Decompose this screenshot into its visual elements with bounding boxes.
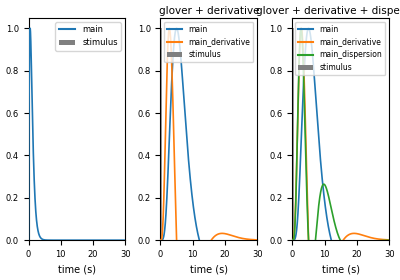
main_derivative <box>169 57 174 61</box>
X-axis label: time (s): time (s) <box>322 264 360 274</box>
main <box>253 239 258 242</box>
Bar <box>292 28 294 240</box>
Line: main_derivative: main_derivative <box>160 28 257 280</box>
main <box>374 240 379 243</box>
main_derivative <box>307 261 312 264</box>
main_derivative <box>301 57 306 61</box>
main_dispersion <box>387 239 392 242</box>
main <box>175 27 180 31</box>
main_dispersion <box>290 239 295 242</box>
Title: glover + derivative: glover + derivative <box>158 6 259 16</box>
main_derivative <box>242 237 247 241</box>
Line: main_derivative: main_derivative <box>292 28 389 280</box>
main_derivative <box>331 261 336 264</box>
Title: glover + derivative + dispersion: glover + derivative + dispersion <box>256 6 400 16</box>
main <box>242 240 247 243</box>
main_dispersion <box>309 267 314 271</box>
main <box>174 27 179 30</box>
main_derivative <box>385 238 390 242</box>
main_derivative <box>195 278 200 280</box>
main <box>387 239 392 242</box>
Bar <box>160 28 162 240</box>
main <box>327 231 332 234</box>
main_dispersion <box>327 199 332 202</box>
main <box>158 239 163 242</box>
main <box>195 231 200 234</box>
main <box>169 84 174 88</box>
main_derivative <box>299 27 304 30</box>
main_derivative <box>255 238 260 242</box>
Line: main: main <box>292 28 389 259</box>
main_dispersion <box>331 218 336 221</box>
main <box>255 239 260 242</box>
main <box>341 257 346 261</box>
main_derivative <box>253 238 258 242</box>
main <box>209 257 214 261</box>
main_derivative <box>167 27 172 30</box>
main_dispersion <box>301 72 306 75</box>
main <box>307 27 312 31</box>
main <box>385 239 390 242</box>
X-axis label: time (s): time (s) <box>190 264 228 274</box>
main_derivative <box>387 238 392 242</box>
main_derivative <box>327 278 332 280</box>
Legend: main, stimulus: main, stimulus <box>56 22 121 51</box>
main_derivative <box>158 239 163 242</box>
X-axis label: time (s): time (s) <box>58 264 96 274</box>
main_dispersion <box>307 251 312 254</box>
main_derivative <box>290 239 295 242</box>
main_derivative <box>200 261 204 264</box>
main <box>331 246 336 250</box>
main <box>199 246 204 250</box>
Line: main_dispersion: main_dispersion <box>292 28 389 269</box>
Line: main: main <box>160 28 257 259</box>
main_dispersion <box>374 239 379 243</box>
main_dispersion <box>299 27 304 30</box>
main_derivative <box>175 261 180 264</box>
Bar <box>28 28 30 240</box>
main <box>290 239 295 242</box>
main_derivative <box>374 237 379 241</box>
main_dispersion <box>385 239 390 242</box>
main <box>306 27 311 30</box>
Legend: main, main_derivative, stimulus: main, main_derivative, stimulus <box>164 22 253 62</box>
main <box>301 84 306 88</box>
Legend: main, main_derivative, main_dispersion, stimulus: main, main_derivative, main_dispersion, … <box>295 22 385 75</box>
